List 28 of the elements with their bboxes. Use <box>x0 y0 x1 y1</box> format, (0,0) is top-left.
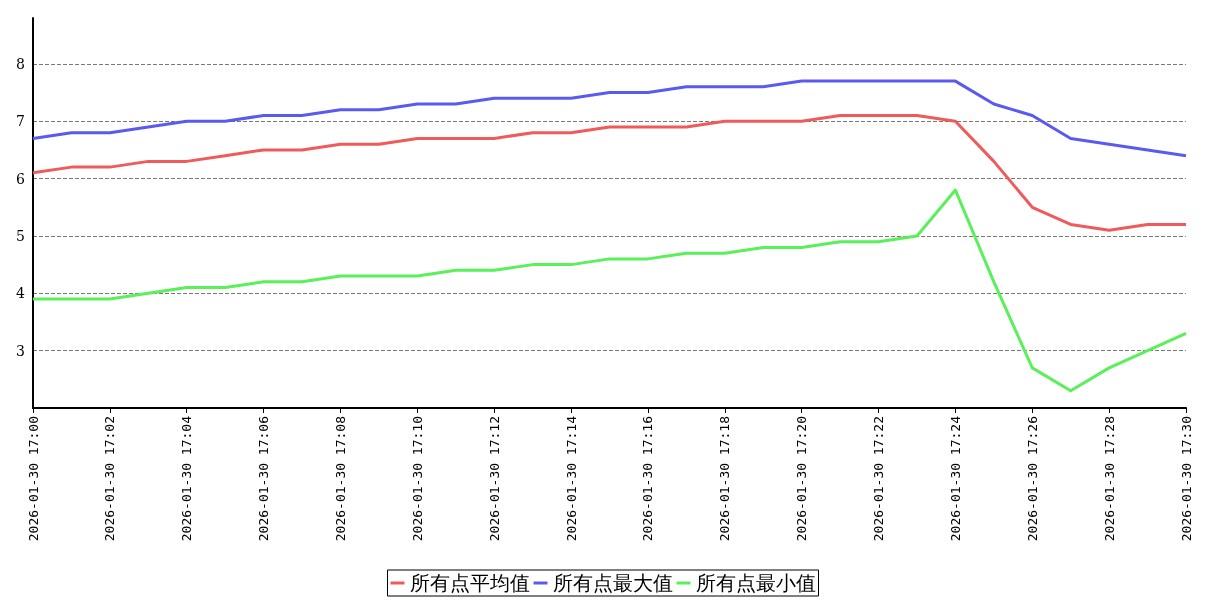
x-tick-label: 2026-01-30 17:04 <box>179 415 195 542</box>
x-tick-label: 2026-01-30 17:30 <box>1178 416 1194 542</box>
x-tick-label: 2026-01-30 17:26 <box>1024 416 1040 542</box>
y-tick-label: 3 <box>16 342 25 359</box>
y-tick-label: 6 <box>16 170 26 187</box>
y-tick-label: 5 <box>16 227 25 244</box>
line-series <box>31 188 1188 393</box>
legend-label: 所有点平均值 <box>409 571 530 595</box>
x-tick-label: 2026-01-30 17:14 <box>563 415 579 542</box>
line-series <box>31 79 1188 158</box>
x-tick-label: 2026-01-30 17:28 <box>1101 416 1117 542</box>
x-tick-label: 2026-01-30 17:16 <box>640 416 656 542</box>
x-tick-label: 2026-01-30 17:02 <box>102 416 118 542</box>
x-tick-label: 2026-01-30 17:10 <box>409 416 425 542</box>
x-tick-label: 2026-01-30 17:00 <box>25 416 41 542</box>
legend-label: 所有点最大值 <box>552 571 673 595</box>
x-tick-label: 2026-01-30 17:06 <box>256 416 272 542</box>
x-tick-label: 2026-01-30 17:20 <box>794 416 810 542</box>
legend-label: 所有点最小值 <box>695 571 816 595</box>
line-series <box>31 114 1188 232</box>
y-tick-label: 4 <box>16 285 26 302</box>
y-tick-label: 7 <box>16 113 25 130</box>
x-tick-label: 2026-01-30 17:22 <box>871 416 887 542</box>
y-tick-label: 8 <box>16 55 25 72</box>
x-tick-label: 2026-01-30 17:18 <box>717 416 733 542</box>
x-tick-label: 2026-01-30 17:24 <box>947 415 963 542</box>
x-tick-label: 2026-01-30 17:08 <box>332 416 348 542</box>
x-tick-label: 2026-01-30 17:12 <box>486 416 502 542</box>
